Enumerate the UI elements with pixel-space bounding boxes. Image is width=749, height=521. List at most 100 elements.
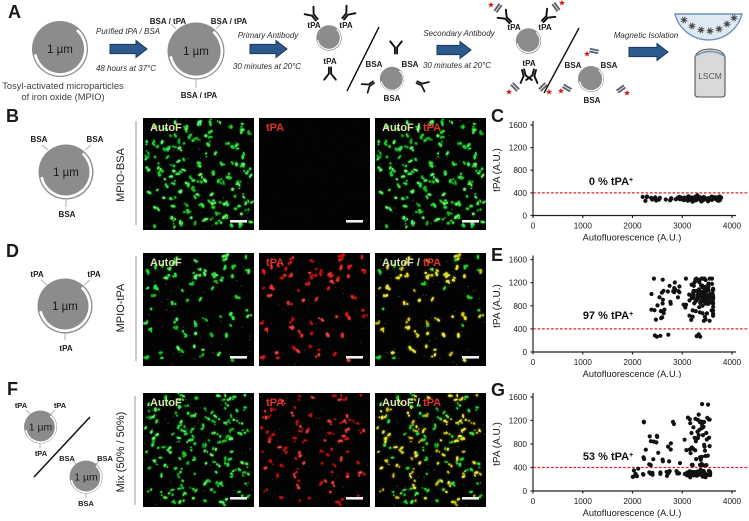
svg-text:Secondary Antibody: Secondary Antibody bbox=[423, 29, 495, 38]
svg-text:tPA (A.U.): tPA (A.U.) bbox=[492, 284, 503, 328]
svg-text:BSA: BSA bbox=[59, 210, 76, 219]
svg-text:BSA: BSA bbox=[384, 94, 401, 103]
svg-text:1000: 1000 bbox=[574, 222, 593, 231]
svg-text:tPA: tPA bbox=[323, 57, 336, 66]
svg-text:Purified tPA / BSA: Purified tPA / BSA bbox=[96, 27, 160, 36]
svg-text:AutoF / tPA: AutoF / tPA bbox=[382, 397, 441, 409]
svg-text:BSA / tPA: BSA / tPA bbox=[211, 17, 248, 26]
svg-text:tPA (A.U.): tPA (A.U.) bbox=[492, 148, 503, 192]
svg-text:1600: 1600 bbox=[509, 121, 528, 130]
svg-text:Tosyl-activated microparticle: Tosyl-activated microparticles bbox=[2, 81, 124, 91]
svg-text:tPA: tPA bbox=[30, 270, 43, 279]
svg-text:BSA: BSA bbox=[31, 135, 48, 144]
svg-text:48 hours at 37°C: 48 hours at 37°C bbox=[96, 64, 156, 73]
svg-text:2000: 2000 bbox=[623, 222, 642, 231]
svg-text:tPA: tPA bbox=[339, 21, 352, 30]
svg-text:C: C bbox=[491, 108, 504, 126]
svg-text:0: 0 bbox=[522, 348, 527, 357]
svg-text:0: 0 bbox=[531, 358, 536, 367]
svg-text:Autofluorescence (A.U.): Autofluorescence (A.U.) bbox=[583, 233, 682, 243]
svg-text:BSA: BSA bbox=[87, 135, 104, 144]
svg-text:0: 0 bbox=[522, 212, 527, 221]
svg-text:400: 400 bbox=[513, 189, 527, 198]
svg-text:4000: 4000 bbox=[723, 497, 742, 506]
svg-text:tPA: tPA bbox=[507, 23, 520, 32]
svg-text:tPA: tPA bbox=[266, 257, 284, 269]
svg-text:BSA: BSA bbox=[584, 96, 601, 105]
svg-text:1000: 1000 bbox=[574, 358, 593, 367]
svg-text:A: A bbox=[8, 2, 21, 22]
svg-text:BSA: BSA bbox=[601, 61, 618, 70]
svg-text:tPA: tPA bbox=[538, 23, 551, 32]
svg-text:BSA: BSA bbox=[402, 60, 419, 69]
svg-text:D: D bbox=[6, 241, 19, 261]
svg-text:BSA: BSA bbox=[366, 60, 383, 69]
svg-text:AutoF: AutoF bbox=[150, 257, 182, 269]
svg-text:Magnetic Isolation: Magnetic Isolation bbox=[614, 31, 679, 40]
svg-text:1600: 1600 bbox=[509, 393, 528, 402]
svg-text:0: 0 bbox=[522, 487, 527, 496]
svg-text:1 µm: 1 µm bbox=[29, 422, 53, 434]
svg-text:1 µm: 1 µm bbox=[47, 44, 73, 56]
svg-text:4000: 4000 bbox=[723, 358, 742, 367]
svg-text:BSA / tPA: BSA / tPA bbox=[150, 17, 187, 26]
svg-text:800: 800 bbox=[513, 302, 527, 311]
svg-text:2000: 2000 bbox=[623, 358, 642, 367]
svg-text:tPA: tPA bbox=[307, 21, 320, 30]
svg-text:Autofluorescence (A.U.): Autofluorescence (A.U.) bbox=[583, 508, 682, 518]
svg-text:3000: 3000 bbox=[673, 222, 692, 231]
svg-text:1200: 1200 bbox=[509, 144, 528, 153]
svg-text:B: B bbox=[6, 106, 19, 126]
svg-text:tPA: tPA bbox=[35, 449, 48, 458]
svg-text:1200: 1200 bbox=[509, 417, 528, 426]
svg-text:2000: 2000 bbox=[623, 497, 642, 506]
svg-text:400: 400 bbox=[513, 464, 527, 473]
svg-text:0: 0 bbox=[531, 222, 536, 231]
svg-text:3000: 3000 bbox=[673, 497, 692, 506]
svg-text:800: 800 bbox=[513, 440, 527, 449]
svg-text:tPA: tPA bbox=[59, 344, 72, 353]
svg-text:BSA: BSA bbox=[59, 454, 75, 463]
svg-text:AutoF: AutoF bbox=[150, 122, 182, 134]
svg-text:4000: 4000 bbox=[723, 222, 742, 231]
svg-text:G: G bbox=[491, 380, 505, 400]
svg-text:0: 0 bbox=[531, 497, 536, 506]
svg-text:tPA (A.U.): tPA (A.U.) bbox=[492, 422, 503, 466]
svg-text:BSA: BSA bbox=[78, 499, 94, 508]
svg-text:of iron oxide (MPIO): of iron oxide (MPIO) bbox=[21, 92, 104, 102]
svg-text:tPA: tPA bbox=[266, 122, 284, 134]
svg-text:800: 800 bbox=[513, 166, 527, 175]
svg-text:E: E bbox=[491, 245, 503, 265]
svg-text:BSA: BSA bbox=[565, 61, 582, 70]
svg-text:30 minutes at 20°C: 30 minutes at 20°C bbox=[423, 61, 491, 70]
svg-text:1000: 1000 bbox=[574, 497, 593, 506]
svg-text:tPA: tPA bbox=[522, 59, 535, 68]
svg-text:Primary Antibody: Primary Antibody bbox=[238, 31, 300, 40]
svg-text:1 µm: 1 µm bbox=[52, 301, 78, 313]
svg-text:30 minutes at 20°C: 30 minutes at 20°C bbox=[233, 62, 301, 71]
svg-text:tPA: tPA bbox=[54, 401, 67, 410]
svg-text:BSA / tPA: BSA / tPA bbox=[181, 91, 218, 100]
svg-text:F: F bbox=[7, 379, 18, 399]
svg-text:tPA: tPA bbox=[15, 401, 28, 410]
svg-text:tPA: tPA bbox=[266, 397, 284, 409]
svg-text:53 % tPA+: 53 % tPA+ bbox=[583, 451, 633, 463]
svg-text:1 µm: 1 µm bbox=[183, 46, 209, 58]
svg-text:AutoF / tPA: AutoF / tPA bbox=[382, 257, 441, 269]
svg-text:LSCM: LSCM bbox=[698, 71, 722, 81]
svg-text:97 % tPA+: 97 % tPA+ bbox=[583, 310, 633, 322]
svg-text:tPA: tPA bbox=[87, 270, 100, 279]
svg-text:1 µm: 1 µm bbox=[53, 167, 79, 179]
svg-text:MPIO-BSA: MPIO-BSA bbox=[115, 147, 127, 201]
svg-text:Mix (50% / 50%): Mix (50% / 50%) bbox=[115, 412, 127, 493]
svg-text:1200: 1200 bbox=[509, 279, 528, 288]
svg-text:3000: 3000 bbox=[673, 358, 692, 367]
svg-text:1600: 1600 bbox=[509, 256, 528, 265]
svg-text:0 % tPA+: 0 % tPA+ bbox=[589, 176, 633, 188]
svg-text:Autofluorescence (A.U.): Autofluorescence (A.U.) bbox=[583, 369, 682, 378]
svg-text:BSA: BSA bbox=[97, 454, 113, 463]
svg-text:1 µm: 1 µm bbox=[74, 472, 98, 484]
svg-text:400: 400 bbox=[513, 325, 527, 334]
svg-text:AutoF: AutoF bbox=[150, 397, 182, 409]
svg-text:MPIO-tPA: MPIO-tPA bbox=[115, 283, 127, 332]
